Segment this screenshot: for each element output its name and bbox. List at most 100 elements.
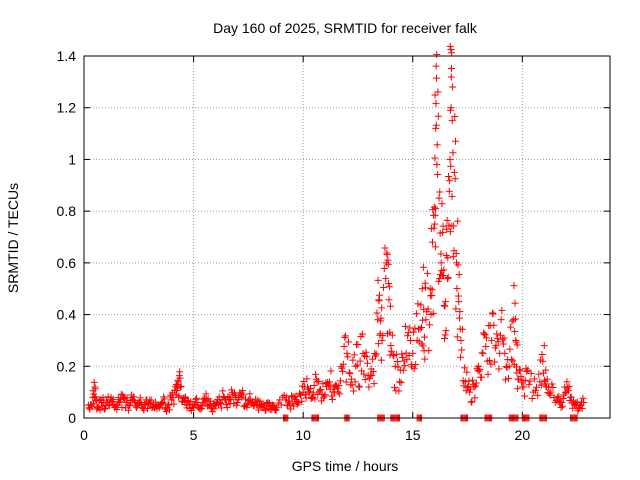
data-point	[488, 309, 496, 317]
data-point	[511, 328, 519, 336]
data-point	[431, 211, 439, 219]
data-point	[239, 391, 247, 399]
data-point	[433, 51, 441, 59]
data-point	[515, 367, 523, 375]
data-point	[409, 349, 417, 357]
data-point	[445, 221, 453, 229]
data-point	[130, 397, 138, 405]
data-point	[244, 396, 252, 404]
data-point	[528, 395, 536, 403]
data-point	[381, 244, 389, 252]
data-point	[467, 398, 475, 406]
data-point	[441, 335, 449, 343]
data-point	[164, 400, 172, 408]
data-point	[155, 404, 163, 412]
data-point	[387, 342, 395, 350]
axis-ticks: 0 5 10 15 20 0 0.2 0.4 0.6 0.8 1 1.2 1.4	[57, 48, 610, 443]
data-point	[301, 390, 309, 398]
data-point	[210, 405, 218, 413]
data-point	[539, 357, 547, 365]
data-point	[320, 394, 328, 402]
data-point	[493, 334, 501, 342]
y-tick-label: 1.4	[57, 48, 77, 64]
data-point	[222, 401, 230, 409]
data-point	[328, 396, 336, 404]
data-point	[426, 285, 434, 293]
data-point	[382, 275, 390, 283]
data-point	[130, 393, 138, 401]
data-point	[342, 332, 350, 340]
data-point	[527, 369, 535, 377]
data-point	[288, 399, 296, 407]
data-point	[141, 400, 149, 408]
data-point	[510, 316, 518, 324]
data-point	[350, 387, 358, 395]
data-point	[472, 379, 480, 387]
data-point	[442, 327, 450, 335]
data-point	[431, 91, 439, 99]
data-point	[538, 351, 546, 359]
data-point	[513, 341, 521, 349]
data-point	[446, 177, 454, 185]
data-point	[117, 390, 125, 398]
data-point	[434, 170, 442, 178]
data-point	[233, 401, 241, 409]
data-point	[217, 404, 225, 412]
data-point	[366, 372, 374, 380]
data-point	[454, 217, 462, 225]
data-point	[428, 238, 436, 246]
data-point	[180, 394, 188, 402]
data-point	[147, 396, 155, 404]
data-point	[372, 350, 380, 358]
y-tick-label: 0.8	[57, 203, 77, 219]
data-point	[424, 305, 432, 313]
data-point	[245, 397, 253, 405]
data-point	[432, 62, 440, 70]
data-point	[272, 406, 280, 414]
data-point	[380, 264, 388, 272]
data-point	[499, 340, 507, 348]
data-point	[355, 383, 363, 391]
data-point	[339, 367, 347, 375]
data-point	[113, 405, 121, 413]
data-point	[125, 401, 133, 409]
data-point	[401, 362, 409, 370]
data-point	[437, 271, 445, 279]
data-point	[535, 370, 543, 378]
data-point	[126, 401, 134, 409]
data-point	[384, 260, 392, 268]
data-point	[187, 407, 195, 415]
data-point	[502, 376, 510, 384]
data-point	[497, 316, 505, 324]
data-point	[380, 284, 388, 292]
data-point	[531, 387, 539, 395]
data-point	[390, 352, 398, 360]
data-point	[435, 275, 443, 283]
data-point	[509, 357, 517, 365]
data-point	[119, 391, 127, 399]
data-point	[196, 405, 204, 413]
data-point	[321, 391, 329, 399]
data-point	[432, 99, 440, 107]
data-point	[248, 398, 256, 406]
data-point	[442, 298, 450, 306]
data-point	[521, 392, 529, 400]
data-point	[533, 383, 541, 391]
data-point	[425, 347, 433, 355]
data-point	[456, 314, 464, 322]
y-axis-label: SRMTID / TECUs	[5, 183, 21, 293]
data-point	[230, 400, 238, 408]
data-point	[441, 331, 449, 339]
data-point	[432, 205, 440, 213]
data-point	[430, 203, 438, 211]
data-point	[452, 305, 460, 313]
y-tick-label: 1.2	[57, 100, 77, 116]
data-point	[526, 377, 534, 385]
data-point	[225, 394, 233, 402]
data-point	[270, 402, 278, 410]
y-tick-label: 0	[68, 410, 76, 426]
data-point	[136, 394, 144, 402]
data-point	[383, 251, 391, 259]
data-point	[340, 342, 348, 350]
data-point	[469, 376, 477, 384]
